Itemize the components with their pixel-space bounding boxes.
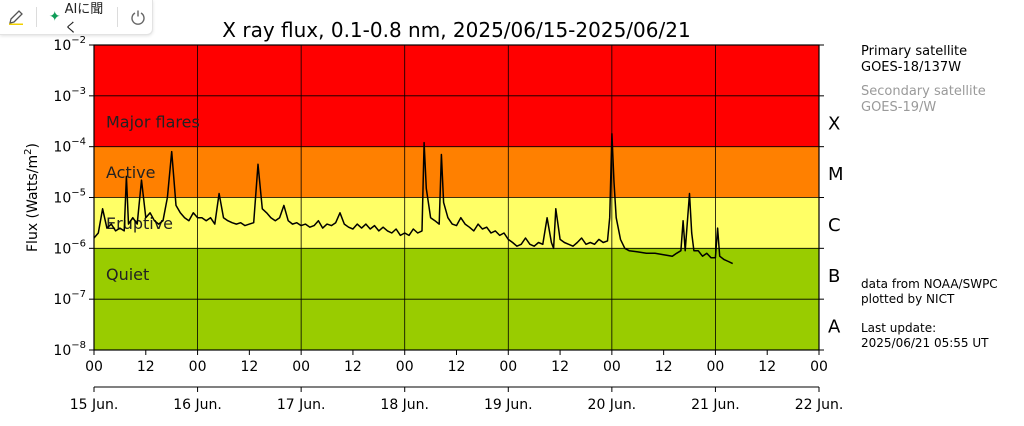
toolbar-divider (117, 7, 118, 27)
extension-toolbar: ✦ AIに聞く (0, 0, 153, 36)
band-label: Quiet (106, 265, 149, 284)
x-tick-label: 00 (810, 359, 828, 375)
secondary-satellite-info: Secondary satellite GOES-19/W (861, 84, 986, 116)
flare-class-label: X (828, 113, 840, 134)
power-icon (131, 10, 145, 25)
x-tick-label: 00 (396, 359, 414, 375)
ask-ai-label: AIに聞く (64, 2, 104, 36)
x-tick-label: 12 (240, 359, 258, 375)
flux-band (94, 197, 819, 249)
flare-class-label: A (828, 317, 841, 338)
sparkle-icon: ✦ (48, 9, 61, 25)
date-axis-label: 19 Jun. (484, 397, 533, 413)
band-label: Eruptive (106, 214, 173, 233)
data-source-text: data from NOAA/SWPC (861, 277, 998, 291)
date-axis-label: 16 Jun. (173, 397, 222, 413)
y-tick-label: 10−7 (53, 289, 86, 308)
last-update-label: Last update: (861, 321, 937, 335)
date-axis-label: 15 Jun. (70, 397, 119, 413)
date-axis-label: 18 Jun. (380, 397, 429, 413)
pencil-icon[interactable] (2, 3, 30, 31)
last-update-time: 2025/06/21 05:55 UT (861, 336, 989, 350)
flare-class-label: M (828, 164, 844, 185)
y-tick-label: 10−4 (53, 137, 86, 156)
x-tick-label: 00 (292, 359, 310, 375)
date-axis-label: 21 Jun. (691, 397, 740, 413)
toolbar-divider (36, 7, 37, 27)
y-tick-label: 10−3 (53, 86, 86, 105)
y-axis-label: Flux (Watts/m2) (23, 143, 41, 252)
date-axis-label: 22 Jun. (795, 397, 844, 413)
chart-title: X ray flux, 0.1-0.8 nm, 2025/06/15-2025/… (222, 18, 690, 42)
date-axis-label: 20 Jun. (588, 397, 637, 413)
x-tick-label: 12 (551, 359, 569, 375)
y-tick-label: 10−5 (53, 188, 86, 207)
flux-band (94, 146, 819, 198)
y-tick-label: 10−2 (53, 35, 86, 54)
x-tick-label: 00 (85, 359, 103, 375)
date-axis-label: 17 Jun. (277, 397, 326, 413)
x-tick-label: 12 (137, 359, 155, 375)
band-label: Active (106, 163, 156, 182)
data-source-info: data from NOAA/SWPC plotted by NICT (861, 277, 998, 307)
x-tick-label: 12 (344, 359, 362, 375)
last-update-info: Last update: 2025/06/21 05:55 UT (861, 321, 989, 351)
pencil-icon-graphic (9, 10, 23, 25)
x-tick-label: 00 (707, 359, 725, 375)
x-tick-label: 00 (189, 359, 207, 375)
secondary-satellite-name: GOES-19/W (861, 100, 937, 115)
secondary-satellite-title: Secondary satellite (861, 84, 986, 99)
x-tick-label: 12 (448, 359, 466, 375)
ask-ai-button[interactable]: ✦ AIに聞く (43, 2, 111, 36)
x-tick-label: 00 (603, 359, 621, 375)
x-tick-label: 12 (758, 359, 776, 375)
primary-satellite-info: Primary satellite GOES-18/137W (861, 44, 967, 76)
flare-class-label: C (828, 215, 841, 236)
flare-class-label: B (828, 266, 840, 287)
primary-satellite-name: GOES-18/137W (861, 60, 962, 75)
y-tick-label: 10−6 (53, 238, 86, 257)
power-button[interactable] (124, 3, 152, 31)
x-tick-label: 00 (499, 359, 517, 375)
y-tick-label: 10−8 (53, 340, 86, 359)
flux-series-line (93, 132, 734, 265)
plotted-by-text: plotted by NICT (861, 292, 955, 306)
band-label: Major flares (106, 112, 200, 131)
primary-satellite-title: Primary satellite (861, 44, 968, 59)
x-tick-label: 12 (655, 359, 673, 375)
